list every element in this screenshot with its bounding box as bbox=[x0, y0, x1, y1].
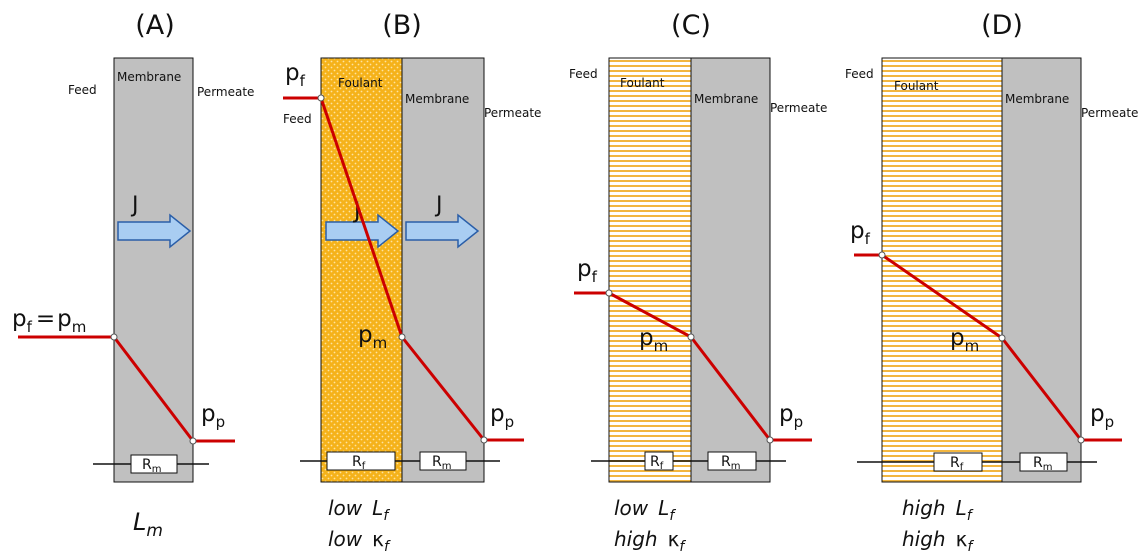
panel-b: (B) Foulant Feed Membrane Permeate J J p… bbox=[283, 10, 541, 555]
panel-c-foulant bbox=[608, 57, 692, 483]
panel-a-rm-resistor bbox=[130, 454, 178, 474]
panel-b-foulant bbox=[320, 57, 403, 483]
panel-c-bottom-line-2: high κf bbox=[614, 527, 686, 555]
panel-d-bottom-line-2: high κf bbox=[902, 527, 974, 555]
panel-a-flux-label: J bbox=[130, 193, 139, 218]
panel-b-permeate-label: Permeate bbox=[484, 106, 541, 120]
panel-b-pressure-line bbox=[283, 94, 524, 444]
panel-a-permeate-label: Permeate bbox=[197, 85, 254, 99]
panel-d-permeate-label: Permeate bbox=[1081, 106, 1138, 120]
panel-a-membrane bbox=[113, 57, 194, 483]
panel-d-foulant bbox=[881, 57, 1003, 483]
panel-a-pf-pm-label: pf =pm bbox=[12, 306, 86, 336]
panel-c-title: (C) bbox=[671, 10, 711, 41]
panel-b-feed-label: Feed bbox=[283, 112, 312, 126]
panel-d-pressure-line bbox=[854, 251, 1122, 444]
panel-d-rf-label: Rf bbox=[950, 455, 964, 473]
panel-b-foulant-label: Foulant bbox=[338, 76, 383, 90]
panel-c-rf-resistor bbox=[644, 451, 674, 471]
panel-c-bottom-line-1: low Lf bbox=[614, 496, 676, 524]
panel-d-membrane-label: Membrane bbox=[1005, 92, 1069, 106]
panel-a: (A) Feed Membrane Permeate J pf =pm pp Rm… bbox=[12, 10, 254, 541]
panel-a-pressure-line bbox=[18, 333, 235, 445]
panel-b-pm-label: pm bbox=[358, 322, 387, 352]
panel-c-permeate-label: Permeate bbox=[770, 101, 827, 115]
panel-c-pp-label: pp bbox=[779, 401, 803, 431]
panel-b-bottom-line-2: low κf bbox=[328, 527, 391, 555]
panel-a-feed-label: Feed bbox=[68, 83, 97, 97]
panel-b-membrane bbox=[401, 57, 485, 483]
panel-b-rm-resistor bbox=[419, 451, 467, 471]
panel-c-pf-label: pf bbox=[577, 256, 598, 286]
panel-d-rm-label: Rm bbox=[1033, 455, 1052, 473]
panel-c-rf-label: Rf bbox=[650, 454, 664, 472]
panel-b-flux-arrow-foulant bbox=[325, 213, 400, 249]
panel-d-membrane bbox=[1001, 57, 1082, 483]
panel-d-title: (D) bbox=[981, 10, 1023, 41]
panel-a-pp-label: pp bbox=[201, 401, 225, 431]
panel-b-rf-resistor bbox=[326, 451, 396, 471]
panel-c: (C) Feed Foulant Membrane Permeate pf pm… bbox=[569, 10, 827, 555]
panel-b-flux-label-2: J bbox=[434, 193, 443, 218]
panel-b-pf-label: pf bbox=[285, 60, 306, 90]
panel-b-bottom-line-1: low Lf bbox=[328, 496, 390, 524]
panel-d-bottom-line-1: high Lf bbox=[902, 496, 974, 524]
panel-b-title: (B) bbox=[382, 10, 422, 41]
panel-d-rf-resistor bbox=[933, 452, 983, 472]
panel-c-pressure-line bbox=[574, 289, 812, 444]
panel-d-feed-label: Feed bbox=[845, 67, 874, 81]
panel-d-pm-label: pm bbox=[950, 325, 979, 355]
panel-c-foulant-label: Foulant bbox=[620, 76, 665, 90]
panel-c-membrane-label: Membrane bbox=[694, 92, 758, 106]
panel-b-pp-label: pp bbox=[490, 401, 514, 431]
panel-b-flux-arrow-membrane bbox=[405, 213, 480, 249]
panel-c-pm-label: pm bbox=[639, 325, 668, 355]
panel-a-membrane-label: Membrane bbox=[117, 70, 181, 84]
panel-a-bottom-label: Lm bbox=[133, 508, 163, 541]
panel-d-foulant-label: Foulant bbox=[894, 79, 939, 93]
panel-d: (D) Feed Foulant Membrane Permeate pf pm… bbox=[845, 10, 1138, 555]
panel-b-flux-label-1: J bbox=[352, 199, 361, 224]
panel-c-feed-label: Feed bbox=[569, 67, 598, 81]
panel-c-membrane bbox=[690, 57, 771, 483]
panel-c-rm-resistor bbox=[707, 451, 757, 471]
panel-b-rm-label: Rm bbox=[432, 454, 451, 472]
panel-a-flux-arrow bbox=[117, 213, 192, 249]
panel-b-membrane-label: Membrane bbox=[405, 92, 469, 106]
panel-c-rm-label: Rm bbox=[721, 454, 740, 472]
panel-d-rm-resistor bbox=[1019, 452, 1068, 472]
panel-a-rm-label: Rm bbox=[142, 457, 161, 475]
panel-d-pf-label: pf bbox=[850, 218, 871, 248]
panel-a-title: (A) bbox=[135, 10, 175, 41]
panel-b-rf-label: Rf bbox=[352, 454, 366, 472]
panel-d-pp-label: pp bbox=[1090, 401, 1114, 431]
